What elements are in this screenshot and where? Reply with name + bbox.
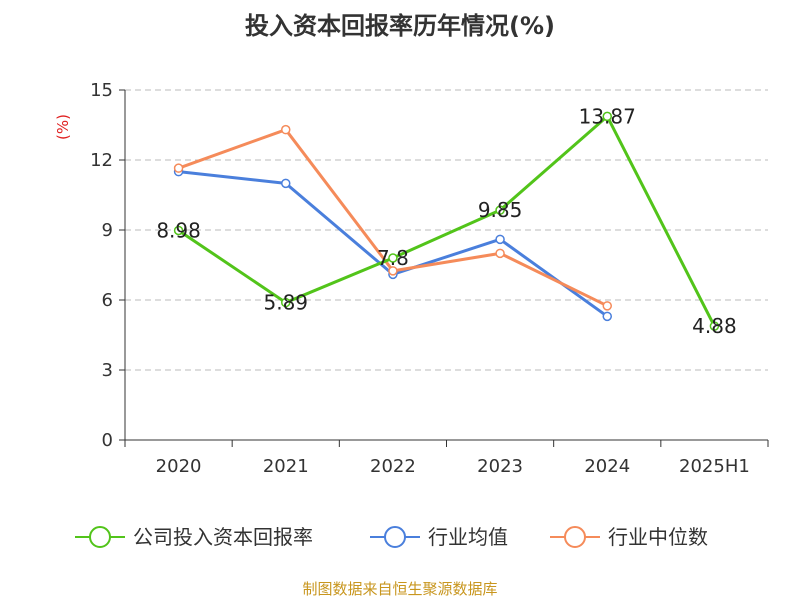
legend-label: 行业均值	[428, 525, 508, 549]
axis-layer: 0 3 6 9 12 15 (%) 2020 2021 2022 2023 2024 2025H1	[54, 80, 769, 477]
x-tick-label: 2020	[156, 456, 202, 477]
data-point	[388, 253, 398, 263]
y-tick-label: 12	[90, 150, 113, 171]
data-label: 4.88	[692, 314, 737, 338]
legend: 公司投入资本回报率 行业均值 行业中位数	[75, 525, 708, 549]
data-point	[602, 111, 612, 122]
source-footer: 制图数据来自恒生聚源数据库	[302, 580, 498, 598]
legend-label: 行业中位数	[608, 525, 708, 549]
data-label: 9.85	[478, 198, 523, 222]
legend-marker-icon	[89, 526, 111, 548]
data-label-layer: 8.98 5.89 7.8 9.85 13.87 4.88	[156, 104, 736, 338]
legend-item: 行业均值	[370, 525, 508, 549]
x-tick-label: 2021	[263, 456, 309, 477]
data-point	[281, 124, 291, 135]
data-point	[281, 178, 291, 189]
grid-layer	[125, 89, 768, 371]
data-point	[173, 225, 184, 236]
y-tick-label: 3	[102, 360, 113, 381]
data-label: 13.87	[579, 104, 636, 128]
data-point	[495, 234, 505, 245]
x-tick-label: 2025H1	[679, 456, 750, 477]
data-label: 7.8	[377, 246, 409, 270]
series-layer	[173, 111, 720, 331]
legend-marker-icon	[384, 526, 406, 548]
data-point	[709, 321, 720, 331]
data-point	[173, 163, 184, 173]
series-line	[178, 170, 609, 318]
data-label: 8.98	[156, 218, 201, 242]
legend-marker-icon	[564, 526, 586, 548]
y-tick-label: 15	[90, 80, 113, 101]
x-tick-label: 2023	[477, 456, 523, 477]
data-label: 5.89	[263, 291, 308, 315]
legend-item: 公司投入资本回报率	[75, 525, 313, 549]
chart-title: 投入资本回报率历年情况(%)	[245, 12, 555, 40]
y-tick-label: 6	[102, 290, 113, 311]
x-tick-label: 2024	[584, 456, 630, 477]
y-tick-label: 0	[102, 430, 113, 451]
series-line	[177, 114, 716, 327]
legend-item: 行业中位数	[550, 525, 708, 549]
data-point	[281, 297, 291, 308]
data-point	[495, 205, 505, 215]
y-axis-label: (%)	[54, 114, 72, 140]
data-point	[602, 311, 612, 322]
x-tick-label: 2022	[370, 456, 416, 477]
data-point	[495, 248, 505, 259]
series-line	[178, 128, 608, 308]
data-point	[602, 301, 612, 311]
y-tick-label: 9	[102, 220, 113, 241]
data-point	[388, 266, 398, 276]
legend-label: 公司投入资本回报率	[133, 525, 313, 549]
